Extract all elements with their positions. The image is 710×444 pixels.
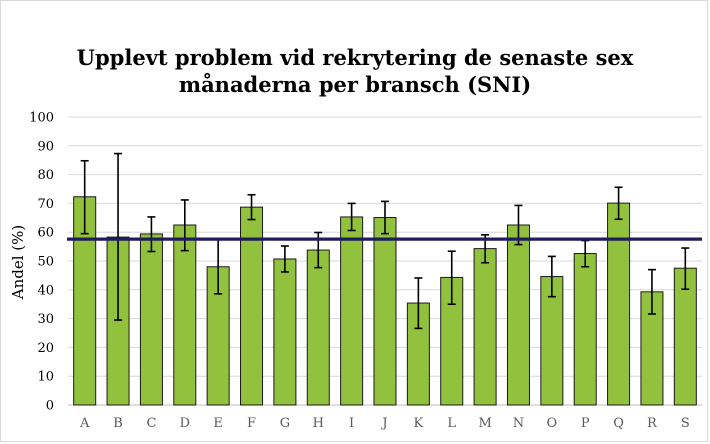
x-tick-label-G: G <box>280 416 290 431</box>
x-tick-label-I: I <box>349 416 354 431</box>
x-tick-labels: A B C D E F G H I J K L M N O P Q R S <box>79 416 690 431</box>
x-tick-label-C: C <box>146 416 156 431</box>
bar-G <box>273 258 297 406</box>
x-tick-label-D: D <box>180 416 190 431</box>
x-tick-label-P: P <box>581 416 590 431</box>
y-tick-label-10: 10 <box>37 370 54 385</box>
chart-title-line-2: månaderna per bransch (SNI) <box>178 72 532 97</box>
error-bar-Q <box>614 186 623 221</box>
x-tick-label-F: F <box>247 416 256 431</box>
error-bar-O <box>547 255 556 298</box>
y-tick-label-60: 60 <box>37 226 54 241</box>
bar-Q <box>607 202 631 406</box>
x-tick-label-N: N <box>513 416 524 431</box>
bar-I <box>340 216 364 406</box>
y-tick-label-20: 20 <box>37 341 54 356</box>
y-tick-labels: 0 10 20 30 40 50 60 70 80 90 100 <box>29 111 54 414</box>
x-tick-label-B: B <box>113 416 123 431</box>
x-tick-label-S: S <box>681 416 690 431</box>
bar-P <box>573 253 597 406</box>
bar-J <box>373 217 397 406</box>
x-tick-label-M: M <box>478 416 491 431</box>
y-axis-label: Andel (%) <box>9 225 27 301</box>
error-bar-C <box>147 216 156 253</box>
bar-C <box>139 233 163 406</box>
y-tick-label-80: 80 <box>37 168 54 183</box>
bar-H <box>306 249 330 406</box>
bar-N <box>506 224 530 406</box>
x-tick-label-R: R <box>647 416 658 431</box>
x-tick-label-L: L <box>447 416 456 431</box>
y-tick-label-40: 40 <box>37 283 54 298</box>
error-bar-R <box>647 268 656 315</box>
error-bar-F <box>247 193 256 221</box>
x-tick-label-K: K <box>414 416 424 431</box>
error-bar-S <box>681 247 690 291</box>
x-tick-label-Q: Q <box>613 416 624 431</box>
y-tick-label-100: 100 <box>29 111 54 126</box>
chart-title: Upplevt problem vid rekrytering de senas… <box>0 44 710 98</box>
x-tick-label-A: A <box>79 416 90 431</box>
error-bar-J <box>381 200 389 235</box>
error-bars <box>80 152 690 330</box>
error-bar-K <box>414 277 423 330</box>
bar-F <box>240 206 264 406</box>
x-tick-label-O: O <box>547 416 558 431</box>
chart-title-line-1: Upplevt problem vid rekrytering de senas… <box>76 45 634 70</box>
x-tick-label-J: J <box>380 416 387 431</box>
y-tick-label-70: 70 <box>37 197 54 212</box>
error-bar-B <box>114 152 123 321</box>
error-bar-I <box>347 202 356 232</box>
error-bar-L <box>447 250 456 306</box>
y-tick-label-0: 0 <box>46 399 54 414</box>
bar-M <box>473 248 497 406</box>
x-tick-label-H: H <box>313 416 324 431</box>
y-tick-label-30: 30 <box>37 312 54 327</box>
x-tick-label-E: E <box>213 416 223 431</box>
bars <box>73 196 697 406</box>
error-bar-D <box>180 199 189 252</box>
error-bar-G <box>280 245 289 273</box>
y-tick-label-90: 90 <box>37 139 54 154</box>
y-tick-label-50: 50 <box>37 255 54 270</box>
error-bar-A <box>80 159 89 235</box>
bar-D <box>173 224 197 406</box>
